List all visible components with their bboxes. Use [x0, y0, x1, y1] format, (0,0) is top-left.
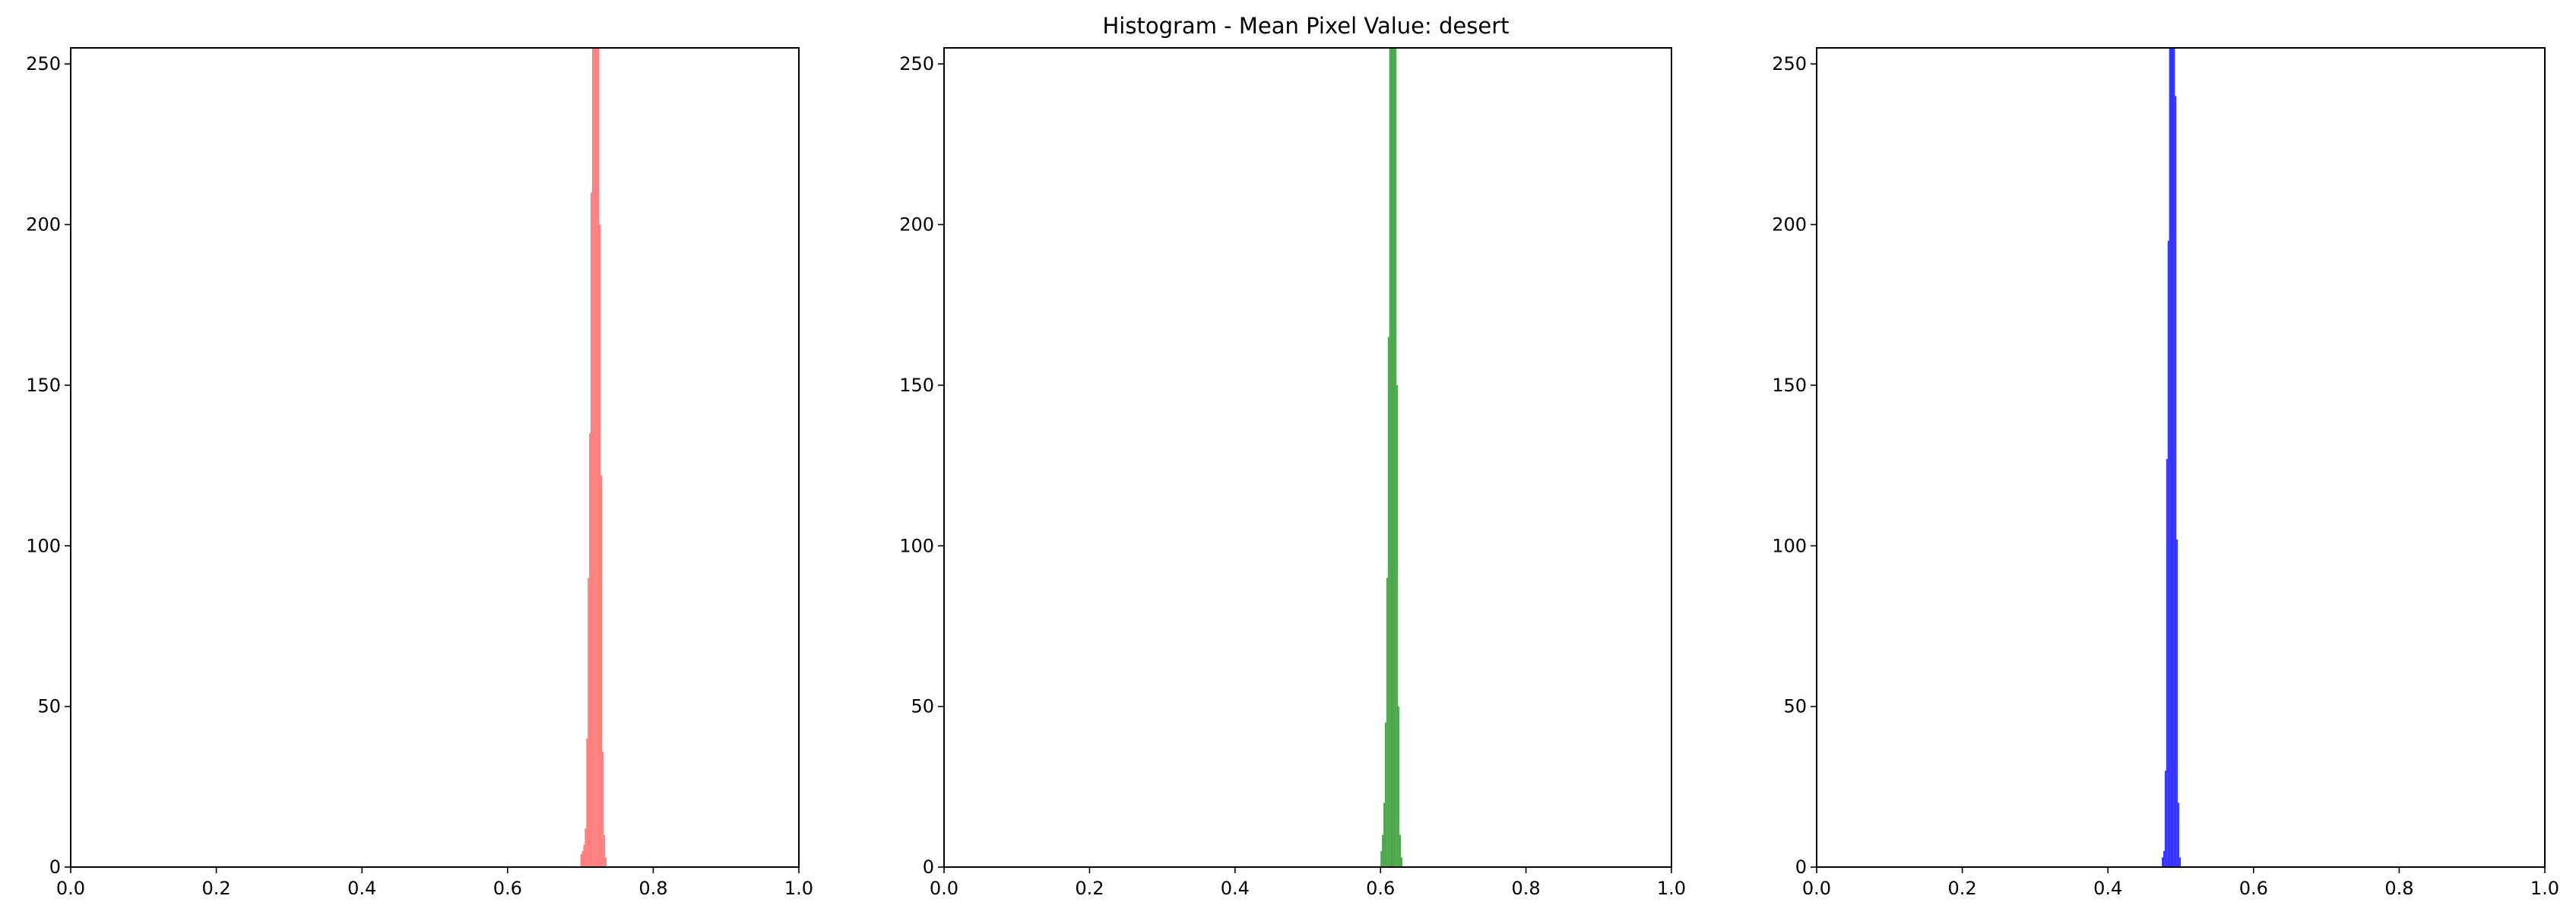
- panel-blue: 0.0 0.2 0.4 0.6 0.8 1.0 0 50 100 150 200 250: [1772, 47, 2559, 899]
- x-tick-label: 0.4: [2093, 878, 2122, 899]
- panel-green: 0.0 0.2 0.4 0.6 0.8 1.0 0 50 100 150 200 250: [899, 47, 1686, 899]
- bar-red-13: [599, 224, 601, 867]
- bar-red-11: [596, 48, 598, 867]
- bar-red-15: [602, 751, 604, 867]
- y-tick-label: 200: [899, 214, 934, 236]
- bar-blue-4: [2167, 240, 2169, 867]
- y-tick-label: 200: [1772, 214, 1807, 236]
- bar-green-3: [1384, 722, 1386, 867]
- bar-green-6: [1389, 48, 1391, 867]
- y-tick-label: 0: [49, 856, 61, 878]
- x-tick-label: 0.0: [56, 878, 85, 899]
- bar-red-3: [585, 828, 587, 867]
- bar-blue-12: [2179, 857, 2181, 867]
- bars-red: [580, 48, 607, 868]
- bar-green-5: [1387, 337, 1389, 868]
- bar-green-1: [1382, 834, 1384, 867]
- bar-blue-3: [2166, 459, 2168, 867]
- figure-title: Histogram - Mean Pixel Value: desert: [1103, 13, 1510, 39]
- bar-green-13: [1399, 834, 1401, 867]
- bar-red-0: [580, 854, 582, 867]
- bar-red-1: [581, 850, 584, 867]
- bar-blue-6: [2170, 48, 2172, 867]
- bar-red-4: [586, 738, 588, 867]
- x-tick-label: 0.6: [493, 878, 522, 899]
- bar-red-8: [591, 48, 594, 867]
- bar-blue-5: [2169, 48, 2171, 867]
- bar-blue-11: [2178, 802, 2180, 867]
- y-tick-label: 150: [1772, 375, 1807, 396]
- y-tick-label: 0: [923, 856, 934, 878]
- x-tick-label: 0.8: [638, 878, 667, 899]
- bar-green-8: [1392, 48, 1394, 867]
- bar-blue-2: [2164, 771, 2166, 867]
- axes-frame-red: [70, 47, 800, 868]
- bar-red-17: [605, 857, 607, 867]
- x-tick-label: 0.8: [2384, 878, 2413, 899]
- y-tick-label: 100: [899, 535, 934, 556]
- y-tick-label: 250: [26, 53, 61, 74]
- bar-blue-9: [2175, 96, 2177, 867]
- bar-red-14: [600, 475, 603, 867]
- bar-blue-1: [2163, 850, 2165, 867]
- bar-green-11: [1396, 385, 1399, 867]
- y-tick-label: 50: [911, 696, 934, 717]
- bar-red-6: [589, 433, 591, 867]
- panel-red: 0.0 0.2 0.4 0.6 0.8 1.0 0 50 100 150 200 250: [26, 47, 813, 899]
- x-tick-label: 0.6: [2239, 878, 2268, 899]
- bar-green-9: [1393, 48, 1396, 867]
- axes-frame-blue: [1816, 47, 2546, 868]
- bar-red-5: [588, 578, 590, 867]
- x-tick-label: 1.0: [784, 878, 813, 899]
- y-tick-label: 250: [899, 53, 934, 74]
- bar-blue-7: [2172, 48, 2174, 867]
- y-tick-label: 100: [26, 535, 61, 556]
- y-tick-label: 200: [26, 214, 61, 236]
- bar-red-10: [594, 48, 597, 867]
- bar-red-12: [597, 48, 600, 867]
- x-tick-label: 0.0: [1802, 878, 1831, 899]
- x-tick-label: 0.4: [347, 878, 376, 899]
- x-tick-label: 1.0: [2530, 878, 2559, 899]
- x-tick-label: 0.2: [202, 878, 231, 899]
- bar-green-0: [1380, 850, 1383, 867]
- bar-green-4: [1386, 578, 1388, 867]
- x-tick-label: 0.2: [1948, 878, 1977, 899]
- bars-blue: [2162, 48, 2181, 867]
- y-tick-label: 0: [1795, 856, 1807, 878]
- bar-green-14: [1401, 857, 1402, 867]
- x-tick-label: 0.0: [930, 878, 958, 899]
- y-tick-label: 250: [1772, 53, 1807, 74]
- bar-red-16: [604, 834, 606, 867]
- x-tick-label: 1.0: [1657, 878, 1686, 899]
- bar-red-9: [593, 48, 595, 867]
- x-tick-label: 0.2: [1075, 878, 1104, 899]
- y-tick-label: 150: [899, 375, 934, 396]
- bar-green-7: [1390, 48, 1393, 867]
- y-tick-label: 50: [37, 696, 61, 717]
- x-tick-label: 0.4: [1221, 878, 1250, 899]
- x-tick-label: 0.6: [1366, 878, 1395, 899]
- bars-green: [1380, 48, 1402, 868]
- bar-red-7: [591, 192, 592, 868]
- axes-frame-green: [943, 47, 1672, 868]
- bar-blue-10: [2176, 539, 2178, 867]
- x-tick-label: 0.8: [1512, 878, 1541, 899]
- bar-green-2: [1383, 802, 1385, 867]
- bar-red-2: [583, 844, 585, 867]
- bar-blue-8: [2173, 48, 2175, 867]
- y-tick-label: 150: [26, 375, 61, 396]
- y-tick-label: 100: [1772, 535, 1807, 556]
- bar-green-10: [1395, 48, 1397, 867]
- bar-green-12: [1398, 706, 1400, 867]
- y-tick-label: 50: [1783, 696, 1807, 717]
- bar-blue-0: [2162, 857, 2164, 867]
